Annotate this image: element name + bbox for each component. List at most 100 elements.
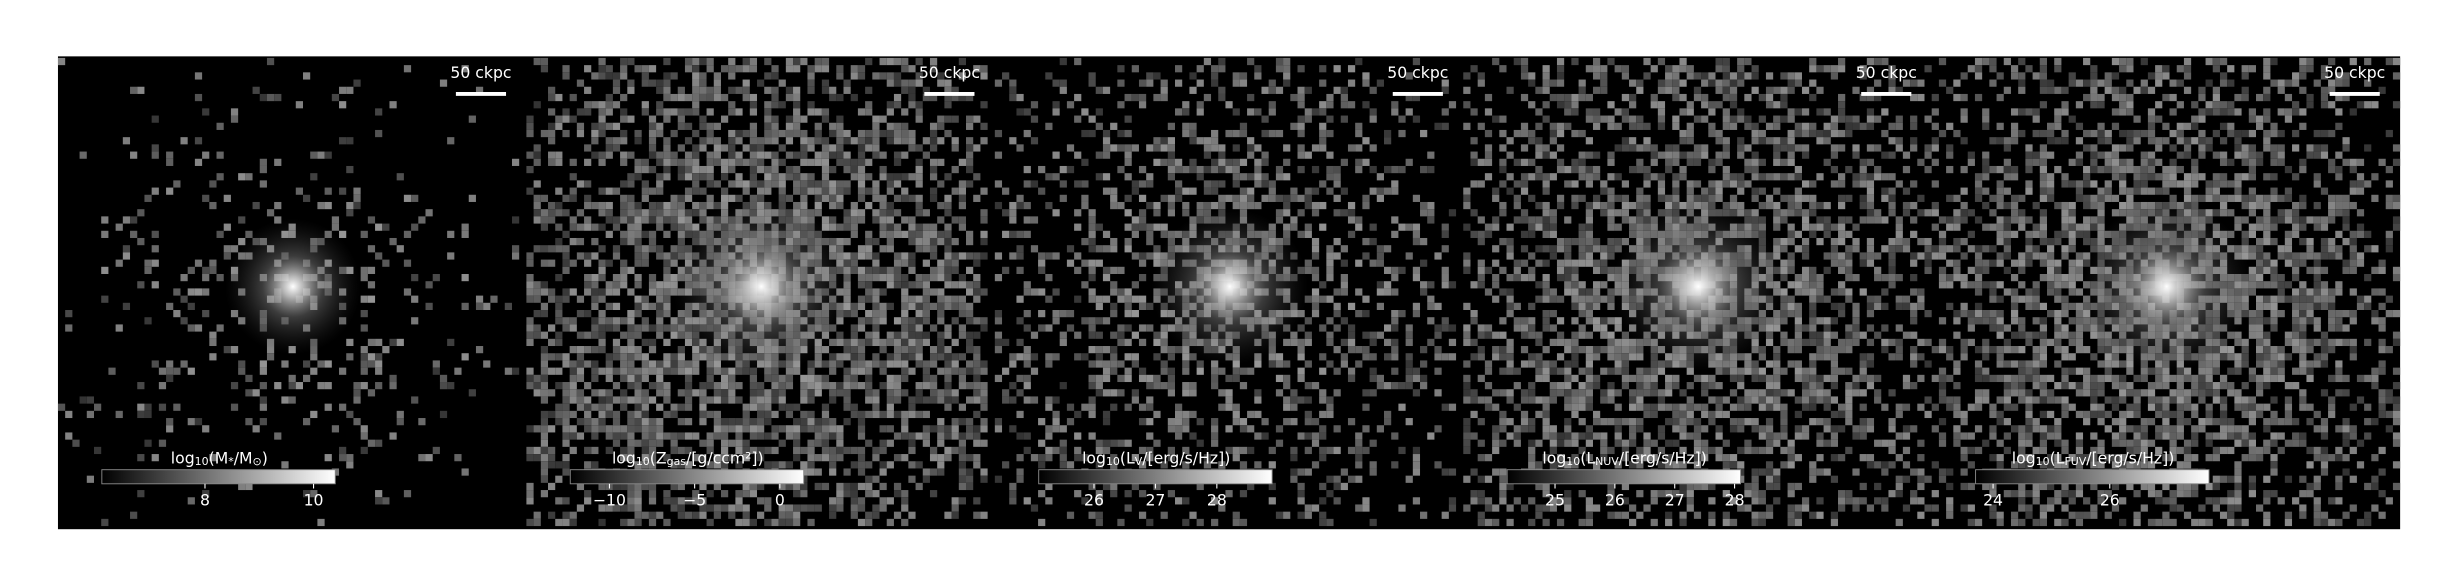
pixel [699, 403, 707, 411]
pixel [584, 223, 592, 231]
pixel [879, 410, 887, 419]
pixel [576, 389, 585, 397]
pixel [526, 338, 534, 347]
pixel [937, 266, 945, 274]
pixel [966, 302, 974, 311]
pixel [555, 187, 563, 195]
pixel [1311, 418, 1320, 426]
pixel [829, 86, 837, 94]
pixel [1499, 418, 1507, 426]
pixel [562, 518, 570, 527]
pixel [958, 439, 967, 447]
pixel [598, 410, 606, 419]
pixel [922, 281, 930, 289]
pixel [1196, 418, 1204, 426]
pixel [1621, 194, 1630, 202]
pixel [814, 180, 822, 188]
pixel [1463, 382, 1471, 390]
pixel [1542, 259, 1550, 267]
pixel [821, 439, 830, 447]
pixel [1124, 158, 1132, 166]
pixel [266, 93, 275, 102]
pixel [1600, 86, 1608, 94]
pixel [1290, 187, 1298, 195]
pixel [1585, 439, 1593, 447]
pixel [677, 497, 685, 505]
pixel [1499, 389, 1507, 397]
pixel [670, 324, 678, 332]
pixel [764, 497, 772, 505]
pixel [1614, 367, 1622, 375]
pixel [908, 511, 916, 519]
pixel [1650, 367, 1658, 375]
pixel [533, 180, 541, 188]
pixel [1542, 295, 1550, 303]
pixel [418, 216, 426, 224]
pixel [980, 252, 988, 260]
pixel [612, 432, 621, 440]
pixel [346, 353, 354, 361]
pixel [627, 115, 635, 123]
pixel [1088, 360, 1096, 368]
pixel [1045, 425, 1053, 433]
pixel [1650, 158, 1658, 166]
pixel [648, 281, 657, 289]
pixel [764, 101, 772, 109]
pixel [1074, 490, 1082, 498]
pixel [706, 180, 714, 188]
pixel [656, 173, 664, 181]
pixel [620, 273, 628, 282]
pixel [1477, 353, 1485, 361]
pixel [1441, 86, 1449, 94]
pixel [1585, 374, 1593, 383]
pixel [1585, 504, 1593, 512]
colorbar [569, 469, 805, 485]
pixel [670, 504, 678, 512]
pixel [684, 389, 693, 397]
pixel [821, 165, 830, 174]
pixel [735, 86, 743, 94]
pixel [735, 137, 743, 145]
pixel [1182, 410, 1190, 419]
pixel [1045, 403, 1053, 411]
pixel [966, 432, 974, 440]
pixel [1492, 281, 1500, 289]
pixel [403, 194, 412, 202]
pixel [893, 346, 902, 354]
pixel [1059, 194, 1067, 202]
pixel [1600, 324, 1608, 332]
pixel [677, 165, 685, 174]
pixel [973, 65, 981, 73]
pixel [879, 57, 887, 66]
pixel [944, 374, 952, 383]
pixel [569, 324, 577, 332]
pixel [1088, 432, 1096, 440]
pixel [1275, 425, 1284, 433]
pixel [1153, 223, 1161, 231]
pixel [829, 338, 837, 347]
pixel [648, 432, 657, 440]
pixel [461, 223, 469, 231]
pixel [893, 432, 902, 440]
pixel [511, 158, 520, 166]
pixel [872, 151, 880, 159]
pixel [425, 281, 433, 289]
pixel [1167, 209, 1175, 217]
pixel [1254, 180, 1262, 188]
pixel [1304, 266, 1312, 274]
pixel [641, 454, 649, 462]
pixel [713, 382, 721, 390]
pixel [353, 382, 361, 390]
pixel [1304, 432, 1312, 440]
label-text: (L [1120, 448, 1135, 467]
pixel [1304, 418, 1312, 426]
pixel [742, 144, 750, 152]
pixel [980, 367, 988, 375]
pixel [1102, 410, 1111, 419]
pixel [281, 396, 289, 404]
pixel [785, 518, 794, 527]
pixel [1650, 101, 1658, 109]
pixel [1614, 432, 1622, 440]
pixel [1506, 252, 1514, 260]
pixel [598, 482, 606, 491]
